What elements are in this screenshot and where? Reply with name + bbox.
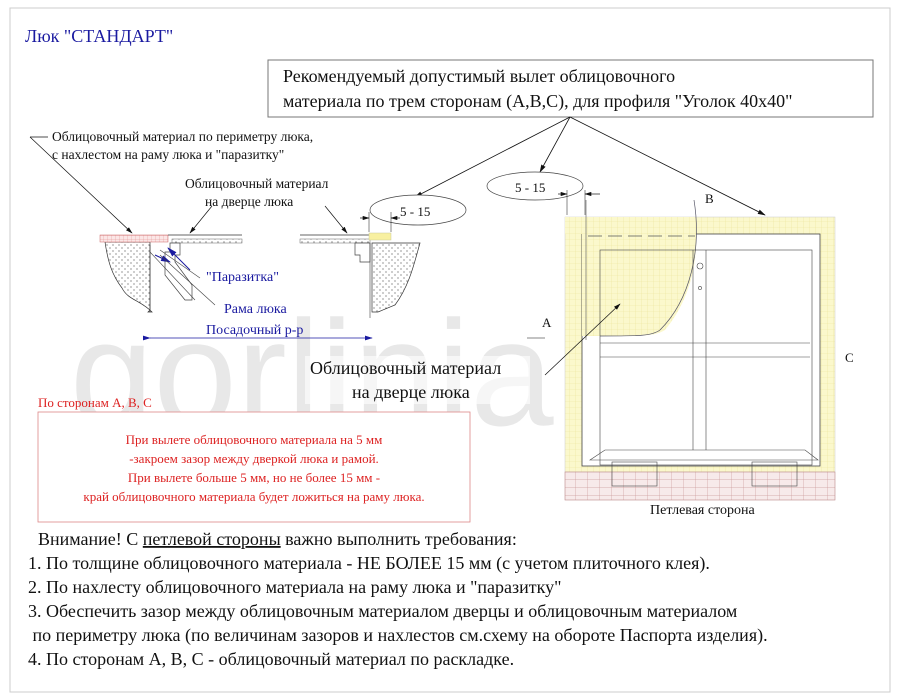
door-label-2: на дверце люка	[205, 194, 293, 209]
page-frame	[9, 7, 891, 693]
requirements-intro: Внимание! С петлевой стороны важно выпол…	[38, 529, 517, 549]
frame-label: Рама люка	[224, 302, 288, 317]
perimeter-label-1: Облицовочный материал по периметру люка,	[52, 129, 313, 144]
door-label-1: Облицовочный материал	[185, 176, 329, 191]
note-line: край облицовочного материала будет ложит…	[83, 489, 424, 504]
requirement-item: 1. По толщине облицовочного материала - …	[28, 553, 710, 574]
fit-size-label: Посадочный р-р	[206, 323, 303, 338]
note-line: При вылете больше 5 мм, но не более 15 м…	[128, 470, 380, 485]
hinge-side-label: Петлевая сторона	[650, 503, 756, 518]
note-line: -закроем зазор между дверкой люка и рамо…	[129, 451, 379, 466]
side-b-label: B	[705, 191, 714, 206]
note-box	[37, 411, 471, 523]
hatch-plan-drawing	[486, 171, 836, 501]
requirement-item: 2. По нахлесту облицовочного материала н…	[28, 577, 561, 597]
section-drawing	[99, 194, 467, 341]
note-line: При вылете облицовочного материала на 5 …	[126, 432, 383, 447]
perimeter-label-2: с нахлестом на раму люка и "паразитку"	[52, 147, 284, 162]
note-heading: По сторонам А, В, С	[38, 395, 152, 410]
side-c-label: C	[845, 350, 854, 365]
callout-line-2: материала по трем сторонам (А,В,С), для …	[283, 91, 793, 112]
callout-leaders	[414, 116, 766, 216]
plan-door-label-1: Облицовочный материал	[310, 358, 501, 378]
callout-box	[267, 59, 874, 118]
parazitka-label: "Паразитка"	[206, 270, 279, 285]
side-a-label: A	[542, 315, 552, 330]
requirement-item: 4. По сторонам А, В, С - облицовочный ма…	[28, 649, 514, 669]
requirement-item: по периметру люка (по величинам зазоров …	[28, 625, 768, 646]
callout-line-1: Рекомендуемый допустимый вылет облицовоч…	[283, 66, 675, 86]
page-title: Люк "СТАНДАРТ"	[25, 26, 173, 46]
plan-door-label-2: на дверце люка	[352, 382, 470, 402]
plan-gap-dimension: 5 - 15	[515, 180, 545, 195]
section-gap-dimension: 5 - 15	[400, 204, 430, 219]
requirement-item: 3. Обеспечить зазор между облицовочным м…	[28, 601, 737, 621]
